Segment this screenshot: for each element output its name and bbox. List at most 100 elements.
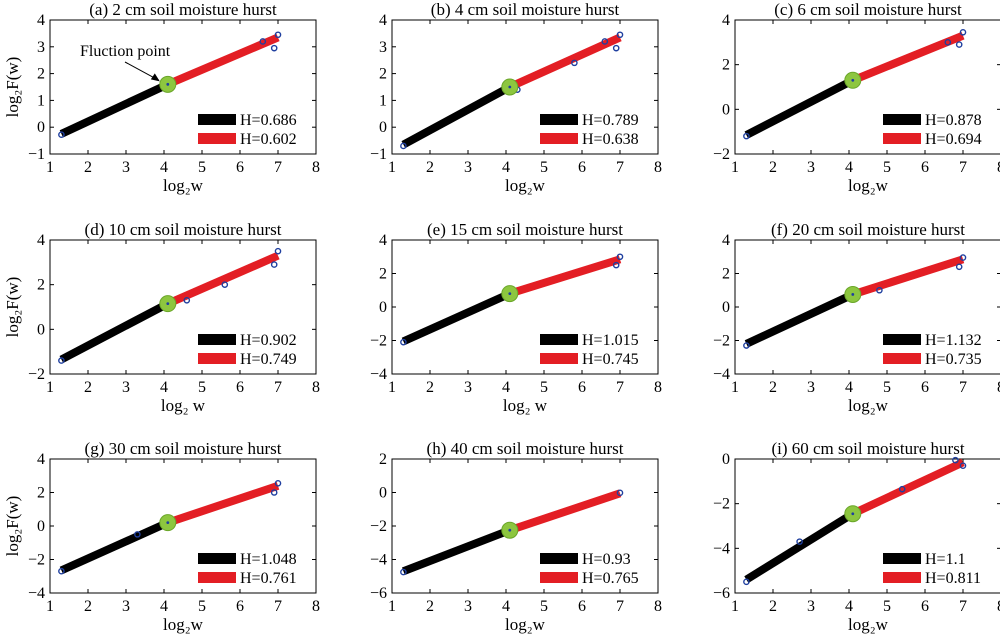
x-tick-label: 3 <box>464 379 472 396</box>
x-tick-label: 3 <box>122 159 130 176</box>
x-tick-label: 8 <box>312 598 320 615</box>
x-tick-label: 6 <box>921 598 929 615</box>
data-point <box>274 31 282 39</box>
legend-label: H=0.745 <box>582 351 639 368</box>
data-point <box>274 479 282 487</box>
legend-swatch-black <box>198 553 236 564</box>
data-point <box>400 338 407 346</box>
series-line-black <box>59 80 170 138</box>
y-tick-label: 2 <box>37 66 45 83</box>
y-tick-label: 2 <box>379 451 387 468</box>
series-line-black <box>744 76 855 139</box>
x-axis-label: log₂ w <box>503 396 548 415</box>
series-line-red <box>508 33 622 91</box>
legend-label: H=1.048 <box>240 551 297 568</box>
legend-label: H=0.878 <box>925 112 982 129</box>
legend-swatch-red <box>198 353 236 364</box>
series-line-black <box>401 289 512 345</box>
x-tick-label: 5 <box>883 598 891 615</box>
y-tick-label: 0 <box>722 451 730 468</box>
inflection-point-center <box>851 293 855 296</box>
chart-panel-i: (i) 60 cm soil moisture hurst 1 2 3 4 5 6 7 8 −6 −… <box>713 439 1000 634</box>
y-tick-label: −2 <box>370 518 387 535</box>
x-tick-label: 2 <box>84 159 92 176</box>
y-tick-label: −4 <box>370 552 387 569</box>
x-tick-label: 1 <box>46 159 54 176</box>
x-tick-label: 3 <box>122 598 130 615</box>
y-tick-label: −4 <box>713 540 730 557</box>
x-tick-label: 3 <box>122 379 130 396</box>
data-point <box>743 132 750 140</box>
x-tick-label: 2 <box>769 598 777 615</box>
series-line-black <box>59 300 170 364</box>
data-point <box>274 247 282 255</box>
plot-frame <box>734 458 1000 594</box>
y-tick-label: 2 <box>722 266 730 283</box>
y-tick-label: 4 <box>722 12 730 29</box>
chart-panel-a: (a) 2 cm soil moisture hurst 1 2 3 4 5 6 7 8 −1 0 1… <box>3 0 320 195</box>
x-tick-label: 7 <box>959 159 967 176</box>
x-tick-label: 7 <box>959 379 967 396</box>
x-tick-label: 8 <box>654 598 662 615</box>
legend-swatch-red <box>883 133 921 144</box>
x-axis-label: log₂ w <box>161 396 206 415</box>
inflection-point-center <box>508 528 512 532</box>
y-tick-label: −4 <box>28 585 45 602</box>
legend-swatch-black <box>540 553 578 564</box>
series-line-red <box>851 458 965 518</box>
y-tick-label: 0 <box>37 119 45 136</box>
chart-title: (e) 15 cm soil moisture hurst <box>427 220 623 239</box>
x-tick-label: 1 <box>731 598 739 615</box>
legend-swatch-black <box>198 334 236 345</box>
inflection-point-center <box>851 78 855 82</box>
inflection-point-center <box>166 82 170 86</box>
x-tick-label: 7 <box>616 598 624 615</box>
x-axis-label: log₂w <box>848 176 889 195</box>
x-tick-label: 6 <box>578 379 586 396</box>
inflection-point-center <box>508 85 512 89</box>
y-tick-label: 0 <box>722 101 730 118</box>
y-tick-label: −6 <box>370 585 387 602</box>
x-tick-label: 2 <box>769 379 777 396</box>
x-tick-label: 7 <box>959 598 967 615</box>
x-tick-label: 7 <box>616 159 624 176</box>
data-point <box>221 281 229 288</box>
data-point <box>400 142 407 150</box>
chart-title: (i) 60 cm soil moisture hurst <box>771 439 964 458</box>
x-tick-label: 8 <box>654 159 662 176</box>
y-tick-label: 0 <box>722 299 730 316</box>
y-tick-label: −2 <box>28 366 45 383</box>
data-point <box>571 59 578 67</box>
data-point <box>58 131 65 139</box>
x-tick-label: 1 <box>731 159 739 176</box>
legend-label: H=0.602 <box>240 131 297 148</box>
x-tick-label: 7 <box>274 379 282 396</box>
data-point <box>616 253 624 261</box>
x-tick-label: 5 <box>198 379 206 396</box>
legend-label: H=0.765 <box>582 570 639 587</box>
x-tick-label: 4 <box>502 379 510 396</box>
x-tick-label: 8 <box>312 379 320 396</box>
chart-title: (f) 20 cm soil moisture hurst <box>771 220 965 239</box>
chart-panel-g: (g) 30 cm soil moisture hurst 1 2 3 4 5 6 7 8 −4 −… <box>3 439 320 634</box>
plot-frame <box>49 19 317 155</box>
legend-label: H=0.902 <box>240 332 297 349</box>
legend-swatch-red <box>540 133 578 144</box>
x-tick-label: 3 <box>807 159 815 176</box>
series-line-red <box>851 31 965 85</box>
series-line-black <box>744 290 855 348</box>
chart-panel-b: (b) 4 cm soil moisture hurst 1 2 3 4 5 6 7 8 −1 0 1… <box>370 0 662 195</box>
legend-swatch-red <box>883 572 921 583</box>
x-tick-label: 3 <box>464 598 472 615</box>
x-axis-label: log₂w <box>848 396 889 415</box>
x-tick-label: 1 <box>731 379 739 396</box>
data-point <box>270 489 278 496</box>
chart-title: (b) 4 cm soil moisture hurst <box>431 0 620 19</box>
x-tick-label: 5 <box>540 159 548 176</box>
annotation-text: Fluction point <box>80 43 171 60</box>
y-tick-label: 0 <box>37 321 45 338</box>
y-tick-label: −2 <box>28 552 45 569</box>
x-tick-label: 4 <box>845 159 853 176</box>
data-point <box>743 342 750 349</box>
x-tick-label: 2 <box>426 159 434 176</box>
